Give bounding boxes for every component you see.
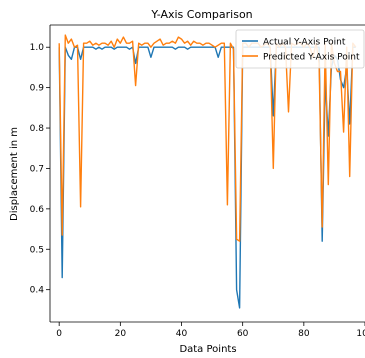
legend-label: Predicted Y-Axis Point <box>263 53 360 63</box>
chart-title: Y-Axis Comparison <box>150 8 252 21</box>
y-tick-label: 0.4 <box>30 286 45 296</box>
y-tick-label: 0.7 <box>30 164 44 174</box>
x-tick-label: 80 <box>298 329 310 339</box>
y-tick-label: 0.5 <box>30 245 44 255</box>
legend-label: Actual Y-Axis Point <box>263 38 346 48</box>
y-tick-label: 1.0 <box>30 43 45 53</box>
legend: Actual Y-Axis Point Predicted Y-Axis Poin… <box>235 29 365 69</box>
x-axis: 0 20 40 60 80 100 <box>56 322 365 339</box>
y-tick-label: 0.9 <box>30 84 45 94</box>
x-tick-label: 60 <box>237 329 249 339</box>
x-tick-label: 20 <box>115 329 127 339</box>
y-tick-label: 0.8 <box>30 124 45 134</box>
y-tick-label: 0.6 <box>30 205 45 215</box>
x-tick-label: 40 <box>176 329 188 339</box>
y-axis-label: Displacement in m <box>9 127 20 221</box>
x-tick-label: 100 <box>356 329 365 339</box>
x-tick-label: 0 <box>56 329 62 339</box>
series-line-actual <box>58 46 356 309</box>
legend-box <box>235 29 365 69</box>
series-layer <box>58 34 357 309</box>
y-axis: 0.4 0.5 0.6 0.7 0.8 0.9 1.0 <box>30 43 50 296</box>
plot-area <box>49 24 365 323</box>
x-axis-label: Data Points <box>179 344 236 355</box>
